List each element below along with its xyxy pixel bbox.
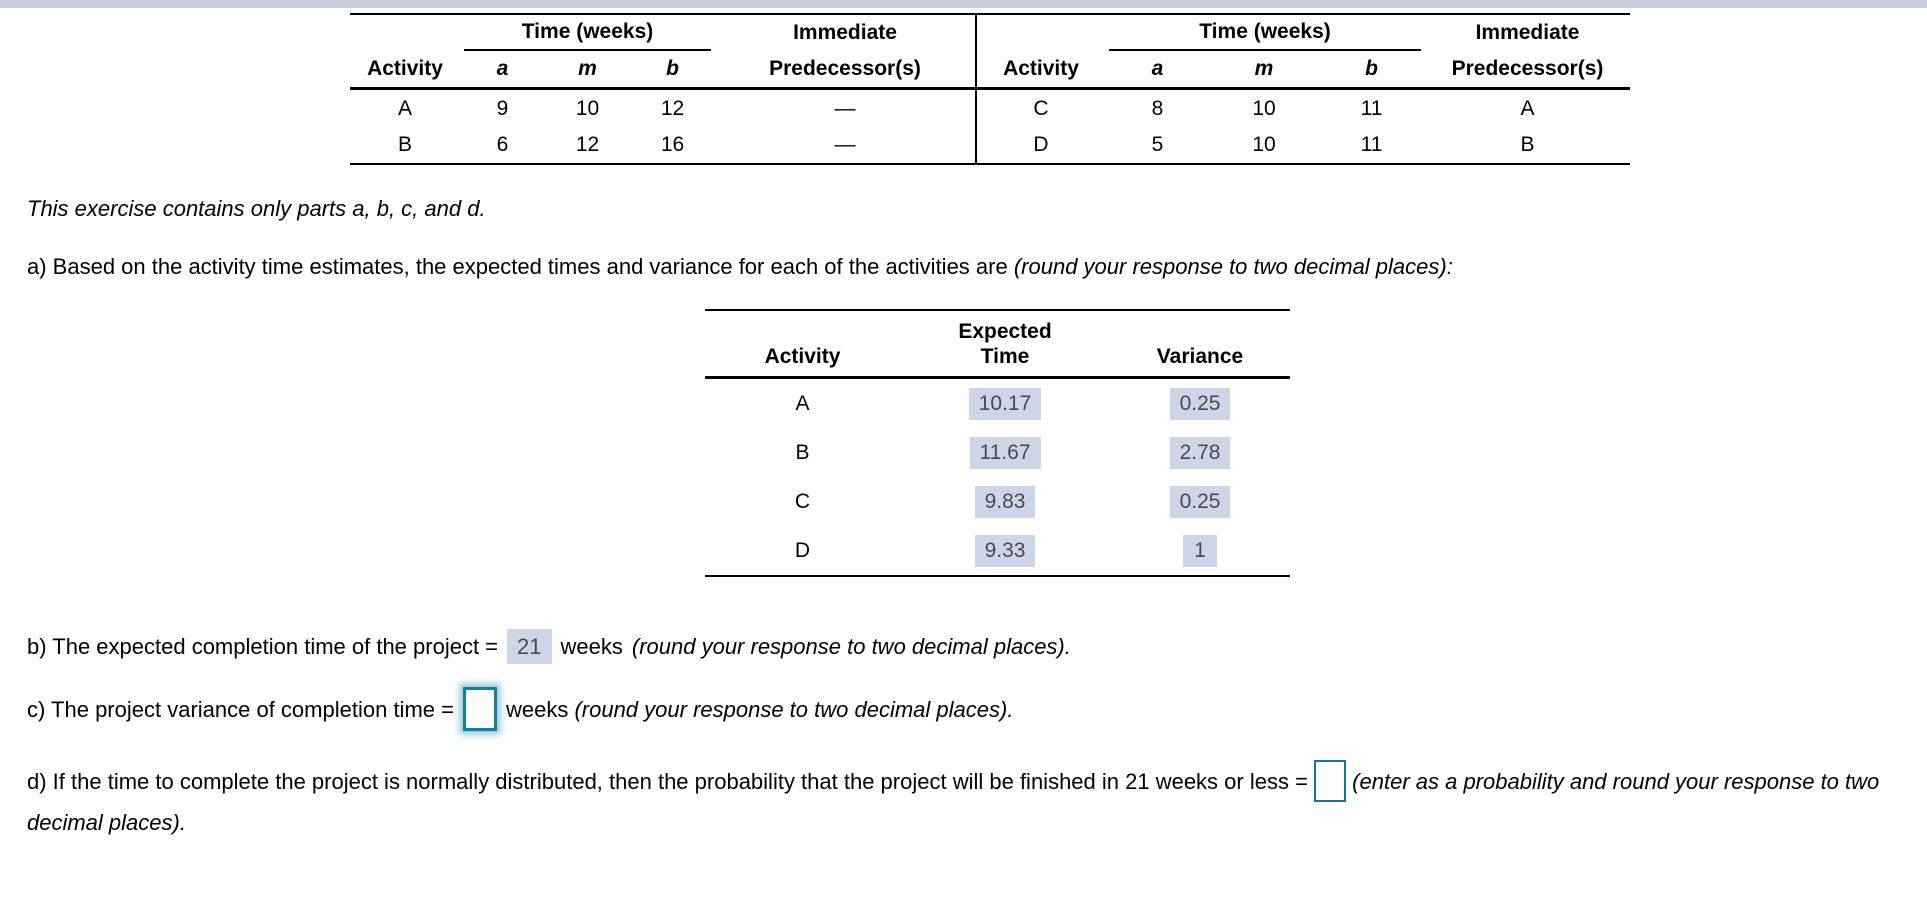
expected-time-column-header: Expected Time (900, 311, 1110, 379)
part-b-rounding-note: (round your response to two decimal plac… (631, 634, 1071, 659)
part-b-question: b) The expected completion time of the p… (27, 629, 1071, 664)
activity-cell: D (1033, 133, 1049, 156)
immediate-header: Immediate (793, 21, 897, 44)
part-c-question-text: c) The project variance of completion ti… (27, 696, 454, 722)
expected-time-answer-field[interactable]: 11.67 (900, 428, 1110, 477)
predecessor-cell: — (834, 133, 856, 156)
b-cell: 11 (1360, 96, 1383, 120)
time-weeks-header: Time (weeks) (464, 15, 711, 51)
activity-data-table: Time (weeks) Immediate Activity a m b Pr… (350, 13, 1630, 165)
part-a-rounding-note: (round your response to two decimal plac… (1013, 254, 1453, 279)
m-column-header: m (1210, 51, 1318, 90)
time-weeks-header: Time (weeks) (1109, 15, 1421, 51)
part-b-answer-field[interactable]: 21 (507, 629, 552, 664)
predecessors-column-header: Predecessor(s) (715, 51, 975, 90)
activity-column-header: Activity (350, 51, 460, 90)
activity-cell: B (795, 440, 810, 464)
predecessor-cell: — (834, 96, 856, 120)
part-a-question: a) Based on the activity time estimates,… (27, 253, 1453, 280)
spacer-cell (350, 15, 460, 51)
activity-cell: A (397, 96, 412, 120)
predecessor-cell: B (1520, 133, 1535, 156)
a-cell: 5 (1151, 133, 1164, 156)
b-column-header: b (630, 51, 715, 90)
expected-time-answer-field[interactable]: 9.33 (900, 526, 1110, 575)
m-cell: 12 (575, 133, 600, 156)
a-cell: 6 (496, 133, 509, 156)
a-column-header: a (1105, 51, 1210, 90)
part-b-units: weeks (560, 634, 623, 659)
predecessors-column-header: Predecessor(s) (1425, 51, 1630, 90)
a-column-header: a (460, 51, 545, 90)
part-d-rounding-note: (enter as a probability and round your r… (27, 768, 1880, 835)
b-column-header: b (1318, 51, 1425, 90)
a-cell: 8 (1151, 96, 1164, 120)
part-c-answer-input[interactable] (462, 687, 497, 731)
immediate-header: Immediate (1475, 21, 1580, 44)
expected-time-answer-field[interactable]: 10.17 (900, 379, 1110, 428)
b-cell: 12 (660, 96, 685, 120)
m-cell: 10 (575, 96, 600, 120)
activity-table-right-half: Time (weeks) Immediate Activity a m b Pr… (975, 15, 1630, 163)
m-cell: 10 (1252, 96, 1276, 120)
expected-time-answer-field[interactable]: 9.83 (900, 477, 1110, 526)
variance-answer-field[interactable]: 0.25 (1110, 379, 1290, 428)
activity-column-header: Activity (977, 51, 1105, 90)
m-cell: 10 (1252, 133, 1276, 156)
part-c-question: c) The project variance of completion ti… (27, 685, 1013, 733)
variance-answer-field[interactable]: 2.78 (1110, 428, 1290, 477)
part-b-question-text: b) The expected completion time of the p… (27, 634, 499, 659)
variance-column-header: Variance (1110, 311, 1290, 379)
part-d-answer-input[interactable] (1314, 760, 1347, 802)
activity-cell: D (794, 538, 811, 562)
b-cell: 11 (1360, 133, 1383, 156)
part-d-question: d) If the time to complete the project i… (27, 760, 1912, 842)
spacer-cell (977, 15, 1105, 51)
predecessor-cell: A (1520, 96, 1535, 120)
variance-answer-field[interactable]: 0.25 (1110, 477, 1290, 526)
activity-column-header: Activity (705, 311, 900, 379)
a-cell: 9 (496, 96, 509, 120)
activity-cell: C (794, 489, 811, 513)
activity-cell: C (1033, 96, 1049, 120)
exercise-scope-note: This exercise contains only parts a, b, … (27, 196, 486, 221)
part-a-question-text: a) Based on the activity time estimates,… (27, 254, 1014, 279)
expected-time-variance-table: Activity Expected Time Variance A 10.17 0… (705, 309, 1290, 577)
variance-answer-field[interactable]: 1 (1110, 526, 1290, 575)
activity-cell: A (795, 391, 810, 415)
b-cell: 16 (660, 133, 685, 156)
window-top-strip (0, 0, 1927, 8)
part-d-question-text: d) If the time to complete the project i… (27, 768, 1315, 794)
part-c-units-and-note: weeks (round your response to two decima… (505, 696, 1014, 722)
activity-table-left-half: Time (weeks) Immediate Activity a m b Pr… (350, 15, 975, 163)
activity-cell: B (397, 133, 412, 156)
m-column-header: m (545, 51, 630, 90)
